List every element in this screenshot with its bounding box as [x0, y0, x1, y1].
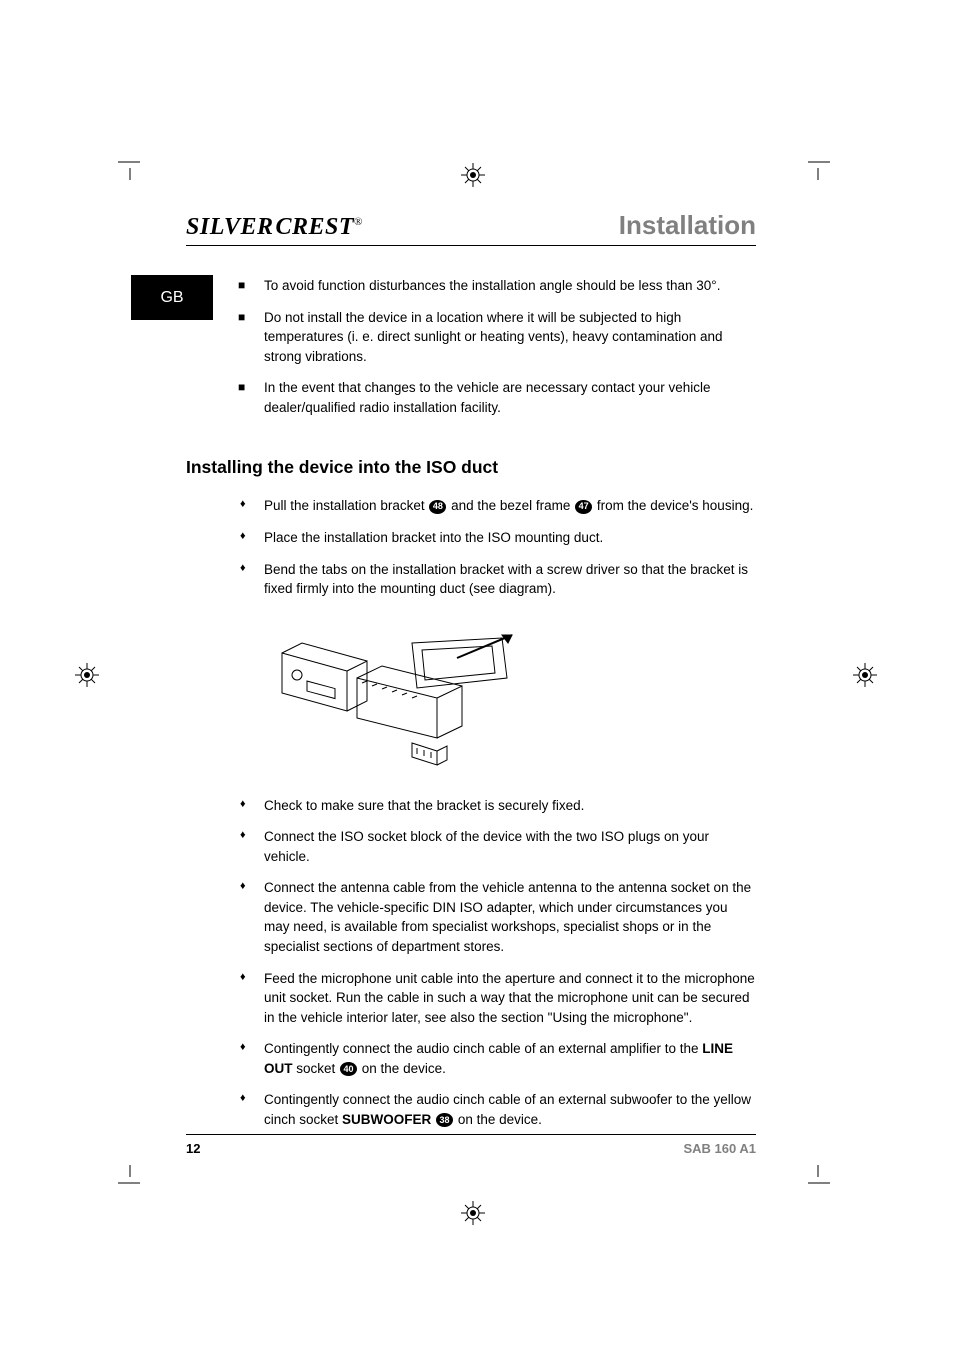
step-text: Pull the installation bracket — [264, 498, 428, 513]
step-text: on the device. — [454, 1112, 542, 1127]
logo-reg: ® — [354, 216, 363, 228]
logo-part1: SILVER — [186, 214, 273, 240]
step-text: and the bezel frame — [447, 498, 574, 513]
step-text — [431, 1112, 435, 1127]
page-number: 12 — [186, 1141, 200, 1156]
step-item: Contingently connect the audio cinch cab… — [238, 1090, 756, 1129]
reg-mark-icon — [458, 160, 488, 190]
page-header: SILVERCREST® Installation — [186, 210, 756, 246]
brand-logo: SILVERCREST® — [186, 214, 363, 241]
installation-diagram — [238, 611, 756, 796]
step-text: socket — [293, 1061, 340, 1076]
model-number: SAB 160 A1 — [684, 1141, 757, 1156]
intro-bullet-list: To avoid function disturbances the insta… — [238, 276, 756, 417]
step-text: Contingently connect the audio cinch cab… — [264, 1041, 702, 1056]
steps-list-b: Check to make sure that the bracket is s… — [238, 796, 756, 1130]
step-item: Pull the installation bracket 48 and the… — [238, 496, 756, 516]
step-text: from the device's housing. — [593, 498, 753, 513]
step-item: Place the installation bracket into the … — [238, 528, 756, 548]
step-item: Bend the tabs on the installation bracke… — [238, 560, 756, 599]
reg-mark-icon — [72, 660, 102, 690]
callout-badge: 48 — [429, 500, 446, 514]
logo-part2: CREST — [275, 214, 354, 240]
language-badge: GB — [131, 275, 213, 320]
step-item: Connect the ISO socket block of the devi… — [238, 827, 756, 866]
step-bold: SUBWOOFER — [342, 1112, 431, 1127]
step-item: Check to make sure that the bracket is s… — [238, 796, 756, 816]
section-title: Installation — [619, 210, 756, 241]
steps-list-a: Pull the installation bracket 48 and the… — [238, 496, 756, 598]
step-item: Contingently connect the audio cinch cab… — [238, 1039, 756, 1078]
step-text: on the device. — [358, 1061, 446, 1076]
callout-badge: 40 — [340, 1062, 357, 1076]
callout-badge: 38 — [436, 1113, 453, 1127]
reg-mark-icon — [458, 1198, 488, 1228]
intro-bullet: Do not install the device in a location … — [238, 308, 756, 367]
intro-bullet: To avoid function disturbances the insta… — [238, 276, 756, 296]
step-item: Feed the microphone unit cable into the … — [238, 969, 756, 1028]
subsection-title: Installing the device into the ISO duct — [186, 457, 756, 478]
step-item: Connect the antenna cable from the vehic… — [238, 878, 756, 956]
page-footer: 12 SAB 160 A1 — [186, 1134, 756, 1156]
reg-mark-icon — [850, 660, 880, 690]
callout-badge: 47 — [575, 500, 592, 514]
intro-bullet: In the event that changes to the vehicle… — [238, 378, 756, 417]
